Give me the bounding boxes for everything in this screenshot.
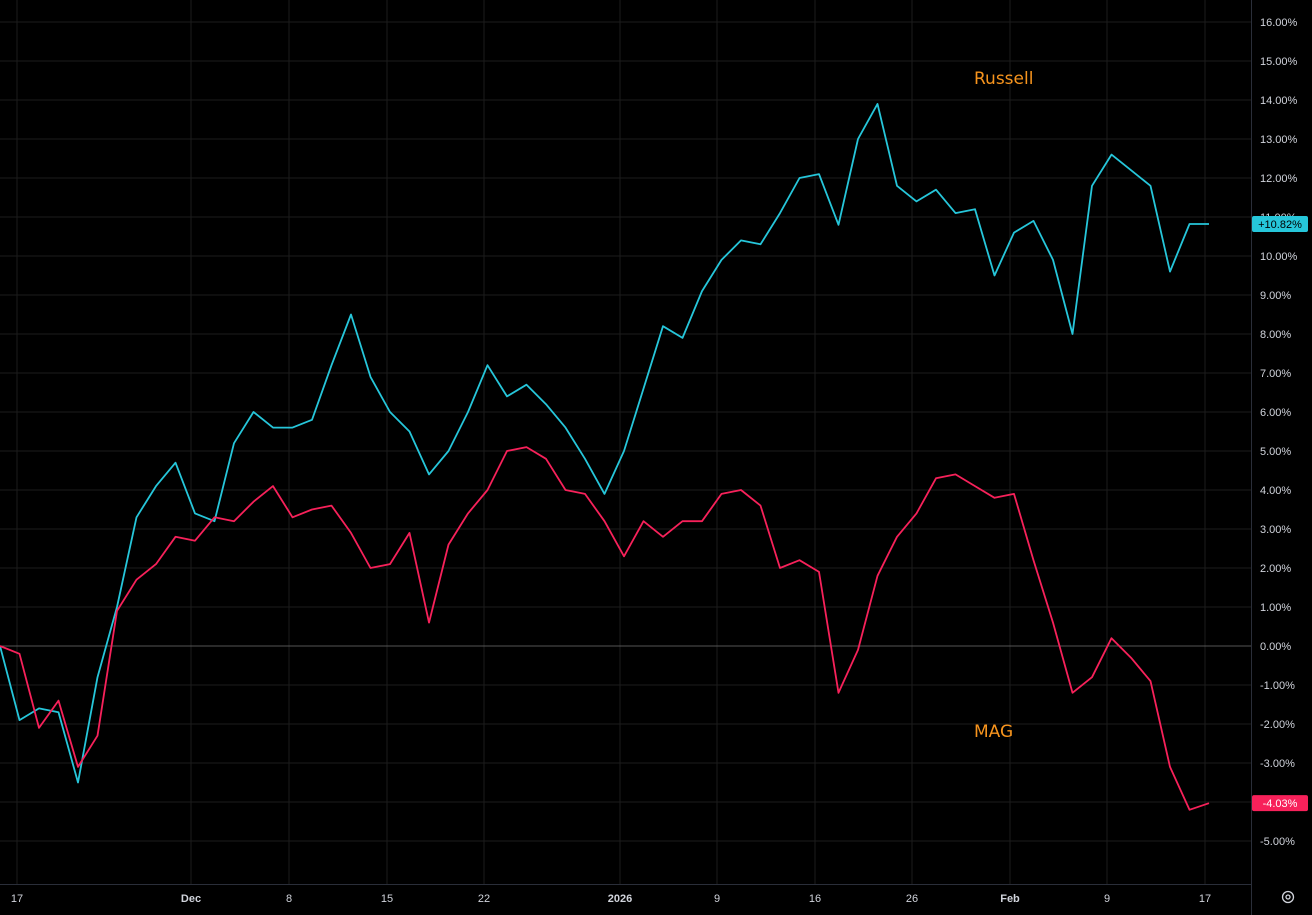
x-tick-label: 15 [381, 893, 393, 905]
y-tick-label: 8.00% [1260, 329, 1291, 341]
annotation-russell[interactable]: Russell [974, 69, 1033, 89]
y-tick-label: 2.00% [1260, 563, 1291, 575]
annotation-layer: Russell MAG [974, 69, 1033, 742]
y-tick-label: 5.00% [1260, 446, 1291, 458]
x-tick-label: 17 [1199, 893, 1211, 905]
y-tick-label: 15.00% [1260, 56, 1298, 68]
x-tick-label: 17 [11, 893, 23, 905]
y-tick-label: 1.00% [1260, 602, 1291, 614]
x-tick-label: 2026 [608, 893, 632, 905]
x-tick-label: 9 [1104, 893, 1110, 905]
grid-lines [0, 0, 1251, 884]
y-tick-label: -3.00% [1260, 758, 1295, 770]
y-tick-label: -5.00% [1260, 836, 1295, 848]
last-value-badge-mag [1252, 795, 1308, 812]
series-line-russell[interactable] [0, 103, 1209, 784]
y-tick-label: -2.00% [1260, 719, 1295, 731]
x-tick-label: 8 [286, 893, 292, 905]
x-tick-label: 9 [714, 893, 720, 905]
last-value-label-mag: -4.03% [1263, 798, 1298, 810]
series-line-mag[interactable] [0, 446, 1210, 811]
x-tick-label: 26 [906, 893, 918, 905]
x-tick-label: Dec [181, 893, 201, 905]
x-tick-label: 16 [809, 893, 821, 905]
y-tick-label: -1.00% [1260, 680, 1295, 692]
y-tick-label: 3.00% [1260, 524, 1291, 536]
y-tick-label: 16.00% [1260, 17, 1298, 29]
series-layer [0, 103, 1210, 811]
y-tick-label: 14.00% [1260, 95, 1298, 107]
y-tick-label: 7.00% [1260, 368, 1291, 380]
last-value-label-russell: +10.82% [1258, 219, 1302, 231]
y-tick-label: 10.00% [1260, 251, 1298, 263]
x-tick-label: 22 [478, 893, 490, 905]
settings-button[interactable] [1278, 887, 1298, 907]
y-tick-label: 4.00% [1260, 485, 1291, 497]
last-value-badge-russell [1252, 216, 1308, 233]
annotation-mag[interactable]: MAG [974, 722, 1013, 742]
y-axis[interactable]: 16.00%15.00%14.00%13.00%12.00%11.00%10.0… [1260, 17, 1298, 848]
x-axis[interactable]: 17 Dec 8 15 22 2026 9 16 26 Feb 9 17 [11, 893, 1211, 905]
y-tick-label: 0.00% [1260, 641, 1291, 653]
gear-icon [1281, 890, 1295, 904]
y-tick-label: 6.00% [1260, 407, 1291, 419]
y-tick-label: 9.00% [1260, 290, 1291, 302]
x-tick-label: Feb [1000, 893, 1020, 905]
y-tick-label: 13.00% [1260, 134, 1298, 146]
y-tick-label: 12.00% [1260, 173, 1298, 185]
price-labels: +10.82% -4.03% [1252, 216, 1308, 812]
